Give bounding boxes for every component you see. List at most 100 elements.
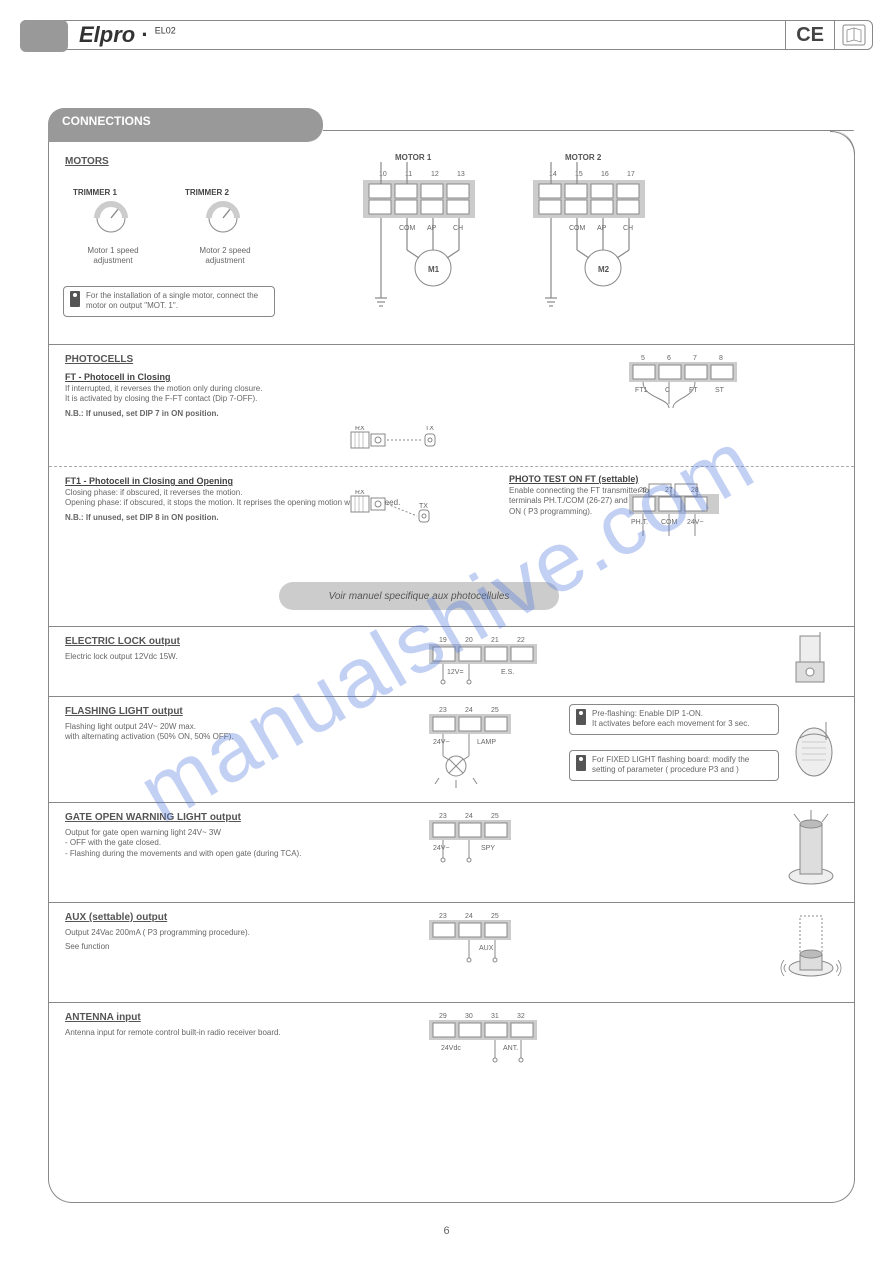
svg-text:E.S.: E.S.	[501, 669, 514, 676]
svg-text:23: 23	[439, 707, 447, 714]
flash-tip2: For FIXED LIGHT flashing board: modify t…	[569, 750, 779, 781]
page-number: 6	[0, 1225, 893, 1237]
lock-icon	[786, 628, 842, 690]
svg-text:6: 6	[667, 355, 671, 362]
flash-body: Flashing light output 24V~ 20W max. with…	[65, 722, 365, 743]
manual-icon	[834, 21, 872, 49]
aux-body2: See function	[65, 942, 109, 952]
lock-terminal: 19 20 21 22 12V= E.S.	[419, 630, 559, 686]
sep5	[49, 802, 854, 803]
ant-body: Antenna input for remote control built-i…	[65, 1028, 385, 1038]
motor1-diagram: 10 11 12 13 M1 COM AP CH MOTOR 1	[339, 150, 499, 310]
motors-tip: For the installation of a single motor, …	[63, 286, 275, 317]
rxtx2-icon: RXTX	[349, 490, 469, 530]
sep4	[49, 696, 854, 697]
svg-text:CH: CH	[453, 225, 463, 232]
ft-terminal: 5678 FT1CFTST	[619, 348, 759, 418]
gauge-m2	[201, 196, 245, 240]
trimmer2-label: TRIMMER 2	[185, 188, 229, 197]
rxtx1-icon: RX TX	[349, 426, 469, 456]
phtest-terminal: 262728 PH.T.COM24V~	[619, 480, 759, 550]
aux-terminal: 23 24 25 AUX	[419, 906, 539, 966]
svg-text:24Vdc: 24Vdc	[441, 1045, 461, 1052]
svg-text:8: 8	[719, 355, 723, 362]
svg-text:25: 25	[491, 707, 499, 714]
svg-text:21: 21	[491, 637, 499, 644]
svg-text:COM: COM	[399, 225, 416, 232]
tip-icon	[576, 709, 586, 725]
bollard-up-icon	[780, 806, 842, 888]
flash-icon	[786, 712, 842, 784]
svg-text:ANT.: ANT.	[503, 1045, 518, 1052]
ce-mark: CE	[785, 21, 834, 49]
ft-block: FT - Photocell in Closing If interrupted…	[65, 372, 445, 419]
svg-text:23: 23	[439, 813, 447, 820]
sep-dash	[49, 466, 854, 467]
svg-text:30: 30	[465, 1013, 473, 1020]
svg-text:15: 15	[575, 171, 583, 178]
svg-text:TX: TX	[425, 426, 434, 432]
svg-text:M1: M1	[428, 265, 440, 274]
svg-text:AUX: AUX	[479, 945, 494, 952]
svg-text:CH: CH	[623, 225, 633, 232]
svg-text:COM: COM	[569, 225, 586, 232]
svg-text:SPY: SPY	[481, 845, 495, 852]
svg-text:23: 23	[439, 913, 447, 920]
svg-text:24: 24	[465, 913, 473, 920]
svg-text:32: 32	[517, 1013, 525, 1020]
svg-text:24: 24	[465, 813, 473, 820]
svg-text:17: 17	[627, 171, 635, 178]
svg-text:LAMP: LAMP	[477, 739, 496, 746]
panel-title-tab: CONNECTIONS	[48, 108, 323, 142]
svg-text:24V~: 24V~	[433, 739, 450, 746]
bollard-down-icon	[780, 906, 842, 988]
brand: Elpro · EL02	[79, 22, 176, 48]
svg-text:PH.T.: PH.T.	[631, 519, 648, 526]
svg-text:27: 27	[665, 487, 673, 494]
sep6	[49, 902, 854, 903]
tip-icon	[576, 755, 586, 771]
svg-text:24V~: 24V~	[433, 845, 450, 852]
spy-body: Output for gate open warning light 24V~ …	[65, 828, 385, 859]
svg-text:22: 22	[517, 637, 525, 644]
svg-text:25: 25	[491, 913, 499, 920]
connections-panel: CONNECTIONS MOTORS Motor 1 speed adjustm…	[48, 130, 855, 1203]
svg-text:29: 29	[439, 1013, 447, 1020]
ant-terminal: 29 30 31 32 24Vdc ANT.	[419, 1006, 559, 1066]
svg-text:25: 25	[491, 813, 499, 820]
tip-icon	[70, 291, 80, 307]
spy-terminal: 23 24 25 24V~ SPY	[419, 806, 539, 866]
svg-text:11: 11	[405, 171, 412, 178]
svg-text:31: 31	[491, 1013, 499, 1020]
svg-text:TX: TX	[419, 503, 428, 510]
aux-body: Output 24Vac 200mA ( P3 programming proc…	[65, 928, 385, 938]
motors-title: MOTORS	[65, 156, 109, 167]
svg-text:13: 13	[457, 171, 465, 178]
svg-text:10: 10	[379, 171, 387, 178]
svg-text:24: 24	[465, 707, 473, 714]
sep1	[49, 344, 854, 345]
aux-title: AUX (settable) output	[65, 912, 167, 923]
flash-tip1: Pre-flashing: Enable DIP 1-ON. It activa…	[569, 704, 779, 735]
svg-text:5: 5	[641, 355, 645, 362]
svg-text:MOTOR 1: MOTOR 1	[395, 153, 432, 162]
svg-text:7: 7	[693, 355, 697, 362]
svg-text:12: 12	[431, 171, 439, 178]
gauge-m1	[89, 196, 133, 240]
ant-title: ANTENNA input	[65, 1012, 141, 1023]
lock-title: ELECTRIC LOCK output	[65, 636, 180, 647]
svg-text:20: 20	[465, 637, 473, 644]
svg-text:ST: ST	[715, 387, 725, 394]
svg-text:19: 19	[439, 637, 447, 644]
lock-body: Electric lock output 12Vdc 15W.	[65, 652, 365, 662]
svg-text:M2: M2	[598, 265, 610, 274]
svg-text:26: 26	[639, 487, 647, 494]
header-tab	[20, 20, 68, 52]
svg-text:RX: RX	[355, 426, 365, 432]
svg-text:12V=: 12V=	[447, 669, 464, 676]
svg-text:AP: AP	[427, 225, 437, 232]
photo-pill: Voir manuel specifique aux photocellules	[279, 582, 559, 610]
gauge2-label: Motor 2 speed adjustment	[185, 246, 265, 267]
svg-text:14: 14	[549, 171, 557, 178]
svg-text:AP: AP	[597, 225, 607, 232]
